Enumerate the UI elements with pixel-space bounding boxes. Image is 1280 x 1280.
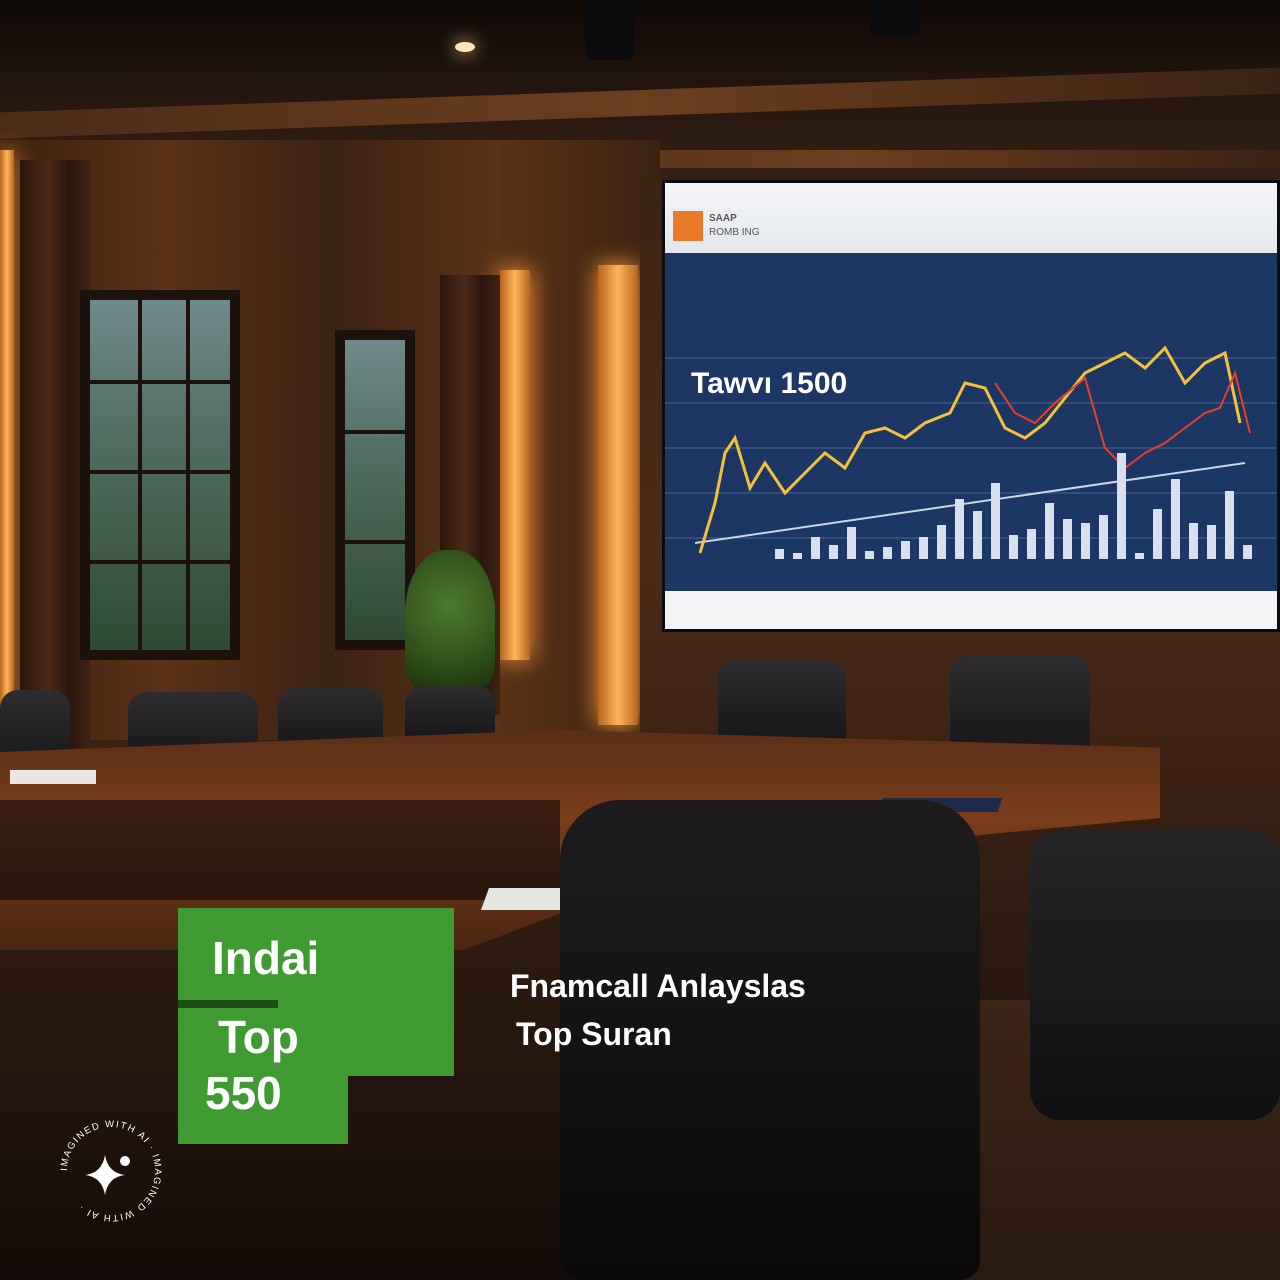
foreground-chair bbox=[560, 800, 980, 1280]
volume-bar bbox=[1027, 529, 1036, 559]
volume-bar bbox=[1189, 523, 1198, 559]
display-screen: SAAP ROMB ING Tawvı 1500 bbox=[662, 180, 1280, 632]
volume-bar bbox=[1135, 553, 1144, 559]
screen-header: SAAP ROMB ING bbox=[665, 183, 1277, 253]
badge-title: Indai bbox=[212, 932, 320, 984]
volume-bar bbox=[991, 483, 1000, 559]
volume-bar bbox=[901, 541, 910, 559]
chart-gridlines bbox=[665, 357, 1277, 539]
volume-bar bbox=[973, 511, 982, 559]
badge-number: 550 bbox=[205, 1067, 282, 1119]
volume-bar bbox=[1063, 519, 1072, 559]
volume-bar bbox=[1225, 491, 1234, 559]
document bbox=[10, 770, 96, 784]
caption-subtitle: Top Suran bbox=[516, 1016, 672, 1052]
badge-panel bbox=[178, 908, 454, 1076]
window bbox=[335, 330, 415, 650]
volume-bar bbox=[1081, 523, 1090, 559]
sparkle-icon bbox=[85, 1155, 125, 1195]
screen-header-subtext: ROMB ING bbox=[709, 227, 760, 238]
volume-bar bbox=[1045, 503, 1054, 559]
volume-bar bbox=[793, 553, 802, 559]
stock-chart bbox=[665, 345, 1277, 559]
trend-line bbox=[694, 462, 1246, 544]
screen-footer bbox=[665, 591, 1277, 629]
volume-bar bbox=[775, 549, 784, 559]
wall-light-strip bbox=[598, 265, 638, 725]
screen-header-text: SAAP bbox=[709, 213, 737, 224]
volume-bar bbox=[883, 547, 892, 559]
volume-bar bbox=[847, 527, 856, 559]
volume-bar bbox=[865, 551, 874, 559]
badge-subtitle: Top bbox=[218, 1011, 299, 1063]
screen-logo bbox=[673, 211, 703, 241]
badge-divider bbox=[178, 1000, 278, 1008]
volume-bar bbox=[919, 537, 928, 559]
volume-bar bbox=[1099, 515, 1108, 559]
caption-title: Fnamcall Anlayslas bbox=[510, 968, 806, 1004]
volume-bar bbox=[937, 525, 946, 559]
volume-bar bbox=[1171, 479, 1180, 559]
price-line bbox=[698, 345, 1242, 554]
curtain bbox=[20, 160, 90, 760]
price-line-secondary bbox=[994, 369, 1251, 470]
ceiling-beam bbox=[0, 67, 1280, 139]
badge-panel bbox=[178, 1070, 348, 1144]
projector bbox=[585, 0, 635, 60]
wall-light-strip bbox=[500, 270, 530, 660]
volume-bar bbox=[1207, 525, 1216, 559]
chair bbox=[718, 660, 846, 748]
chair bbox=[1030, 830, 1280, 1120]
ai-watermark: IMAGINED WITH AI · IMAGINED WITH AI · bbox=[59, 1119, 162, 1223]
chart-title: Tawvı 1500 bbox=[691, 367, 848, 400]
volume-bar bbox=[1009, 535, 1018, 559]
volume-bar bbox=[955, 499, 964, 559]
potted-plant bbox=[405, 550, 495, 690]
volume-bar bbox=[811, 537, 820, 559]
chair bbox=[405, 686, 495, 742]
ceiling-light bbox=[455, 42, 475, 52]
wall-light-strip bbox=[0, 150, 14, 710]
volume-bar bbox=[1153, 509, 1162, 559]
table-front-panel bbox=[0, 800, 560, 900]
sparkle-dot-icon bbox=[120, 1156, 130, 1166]
window bbox=[80, 290, 240, 660]
volume-bars bbox=[775, 453, 1252, 559]
volume-bar bbox=[829, 545, 838, 559]
projector bbox=[870, 0, 920, 36]
volume-bar bbox=[1117, 453, 1126, 559]
volume-bar bbox=[1243, 545, 1252, 559]
